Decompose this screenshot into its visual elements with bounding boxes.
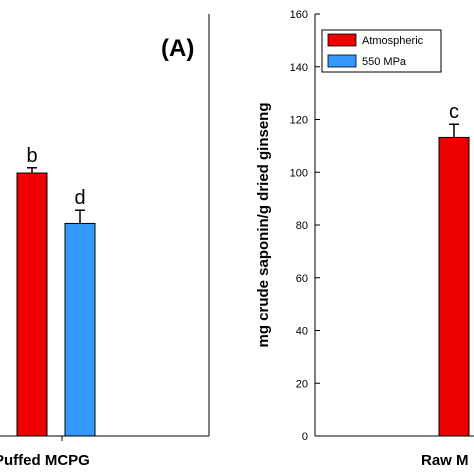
legend-label-550mpa: 550 MPa [362,56,407,68]
legend-label-atmospheric: Atmospheric [362,35,424,47]
legend: Atmospheric 550 MPa [321,29,442,73]
left-panel: (A) Puffed MCPG b d [0,14,210,469]
y-tick-label: 20 [296,378,308,390]
legend-swatch-550mpa [327,54,357,68]
significance-letter-atmospheric: b [26,145,37,167]
bar-550-mpa [64,222,96,437]
y-tick-label: 60 [296,273,308,285]
y-tick-label: 160 [290,9,308,21]
panel-label: (A) [161,35,194,62]
y-tick-label: 40 [296,326,308,338]
y-tick-label: 0 [302,431,308,443]
significance-letter-atmospheric: c [449,101,459,123]
left-category-label: Puffed MCPG [0,452,90,469]
y-tick-label: 100 [290,167,308,179]
legend-swatch-atmospheric [327,33,357,47]
bar-atmospheric [438,136,470,437]
y-axis-title: mg crude saponin/g dried ginseng [255,102,272,347]
y-tick-label: 80 [296,220,308,232]
right-panel: 0 20 40 60 80 100 120 140 160 mg crude saponin/g… [255,9,474,469]
y-tick-label: 120 [290,115,308,127]
y-tick-label: 140 [290,62,308,74]
bar-atmospheric [16,172,48,437]
right-category-label: Raw M [421,452,469,469]
significance-letter-550-mpa: d [74,187,85,209]
